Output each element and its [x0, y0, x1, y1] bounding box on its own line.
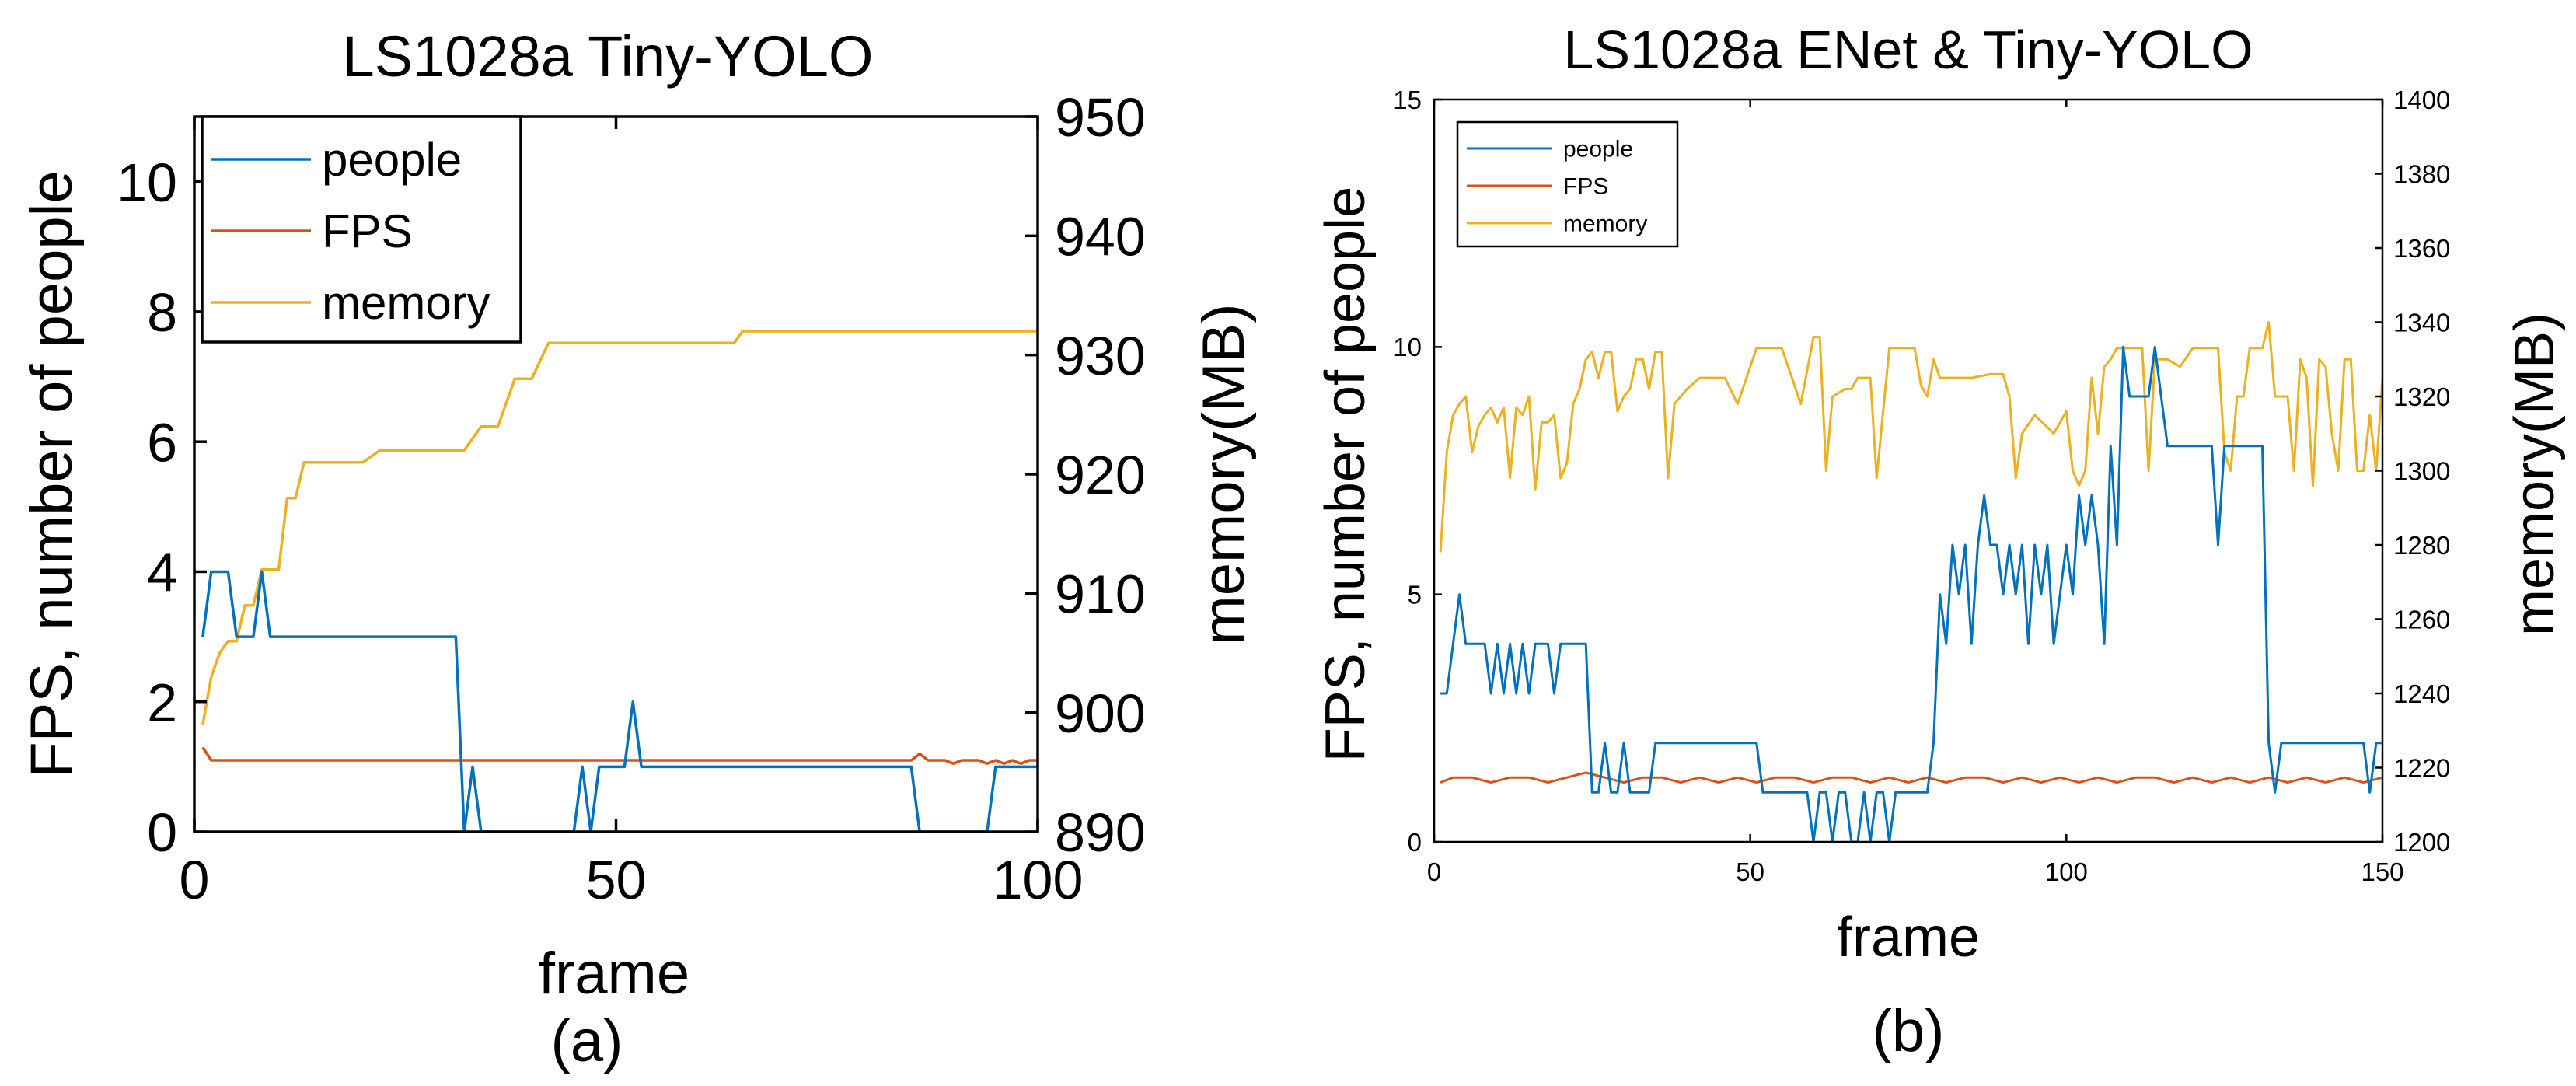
- y-tick-label: 10: [117, 152, 177, 213]
- y2-tick-label: 1280: [2393, 531, 2450, 560]
- y2-tick-label: 1200: [2393, 828, 2450, 857]
- legend-label-people: people: [1563, 137, 1633, 162]
- y2-tick-label: 1320: [2393, 382, 2450, 411]
- y2-axis-label-b: memory(MB): [2504, 313, 2566, 636]
- x-tick-label: 100: [993, 850, 1084, 910]
- y2-tick-label: 920: [1055, 445, 1146, 505]
- panel-b: LS1028a ENet & Tiny-YOLO 0 50 100 150 0 5 10 15…: [1314, 19, 2566, 1064]
- x-axis-label-b: frame: [1837, 906, 1980, 969]
- caption-b: (b): [1873, 998, 1945, 1064]
- x-tick-label: 0: [180, 850, 210, 910]
- x-tick-label: 0: [1427, 857, 1441, 886]
- y-axis-label-a: FPS, number of people: [19, 170, 85, 778]
- series-line-fps: [1440, 771, 2382, 784]
- y-tick-label: 0: [147, 802, 177, 863]
- legend-label-memory: memory: [322, 277, 490, 329]
- panel-a: LS1028a Tiny-YOLO 0 50 100 0 2 4 6 8 10 890 900 910…: [19, 24, 1257, 1074]
- y-tick-label: 15: [1393, 86, 1422, 114]
- x-tick-label: 100: [2045, 857, 2088, 886]
- legend: [201, 115, 522, 344]
- x-tick-label: 50: [586, 850, 647, 910]
- chart-title-b: LS1028a ENet & Tiny-YOLO: [1563, 19, 2253, 80]
- y2-tick-label: 1380: [2393, 159, 2450, 188]
- series-line-fps: [201, 746, 1038, 765]
- y-tick-label: 6: [147, 412, 177, 473]
- x-axis-label-a: frame: [539, 941, 689, 1007]
- y2-tick-label: 950: [1055, 87, 1146, 148]
- y2-axis-label-a: memory(MB): [1191, 303, 1257, 644]
- y2-tick-label: 900: [1055, 683, 1146, 744]
- y2-tick-label: 1360: [2393, 234, 2450, 263]
- y-axis-label-b: FPS, number of people: [1314, 187, 1377, 762]
- x-tick-label: 50: [1736, 857, 1764, 886]
- series-line-memory: [1439, 321, 2382, 553]
- plot-area-a: 0 50 100 0 2 4 6 8 10 890 900 910 920 930 940 950 people…: [117, 87, 1146, 910]
- legend-label-fps: FPS: [1563, 174, 1608, 200]
- y2-tick-label: 1300: [2393, 456, 2450, 485]
- series-line-people: [201, 570, 1038, 832]
- y2-tick-label: 1400: [2393, 86, 2450, 114]
- x-tick-label: 150: [2361, 857, 2403, 886]
- y-tick-label: 8: [147, 282, 177, 343]
- legend-label-memory: memory: [1563, 211, 1647, 237]
- y2-tick-label: 910: [1055, 564, 1146, 625]
- y-tick-label: 2: [147, 672, 177, 733]
- y-tick-label: 0: [1408, 828, 1422, 857]
- series-line-people: [1440, 345, 2382, 842]
- plot-area-b: 0 50 100 150 0 5 10 15 1200 1220 1240 1260 1280 1300 1…: [1393, 86, 2450, 886]
- y2-tick-label: 890: [1055, 802, 1146, 863]
- series-line-memory: [201, 330, 1038, 725]
- y-tick-label: 5: [1408, 581, 1422, 609]
- y2-tick-label: 1240: [2393, 679, 2450, 708]
- y-tick-label: 4: [147, 543, 177, 603]
- legend: [1456, 120, 1679, 248]
- y2-tick-label: 1260: [2393, 605, 2450, 634]
- y2-tick-label: 1220: [2393, 753, 2450, 782]
- y-tick-label: 10: [1393, 333, 1422, 361]
- y2-tick-label: 940: [1055, 207, 1146, 267]
- caption-a: (a): [551, 1008, 623, 1074]
- chart-title-a: LS1028a Tiny-YOLO: [343, 24, 874, 89]
- y2-tick-label: 1340: [2393, 308, 2450, 337]
- legend-label-people: people: [322, 134, 462, 186]
- y2-tick-label: 930: [1055, 326, 1146, 386]
- legend-label-fps: FPS: [322, 205, 413, 257]
